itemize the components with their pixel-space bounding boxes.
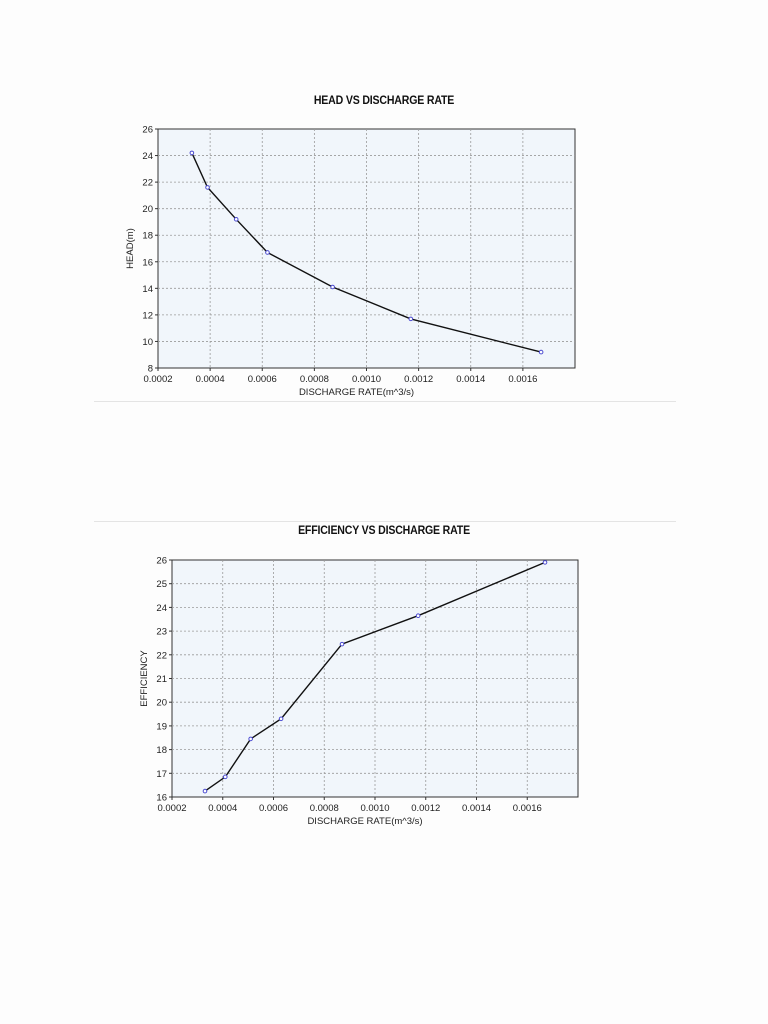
head-data-point bbox=[205, 185, 210, 190]
efficiency-x-axis-label: DISCHARGE RATE(m^3/s) bbox=[307, 816, 422, 827]
efficiency-x-tick-label: 0.0010 bbox=[360, 803, 389, 814]
efficiency-y-tick-label: 18 bbox=[156, 745, 167, 756]
efficiency-y-tick-label: 24 bbox=[156, 603, 167, 614]
efficiency-data-point bbox=[202, 788, 208, 794]
efficiency-y-tick-label: 17 bbox=[156, 769, 167, 780]
efficiency-data-point bbox=[248, 736, 253, 742]
efficiency-x-tick-label: 0.0002 bbox=[157, 803, 186, 814]
efficiency-chart: 0.0002 0.0004 0.0006 0.0008 0.0010 0.0012 0.00… bbox=[139, 556, 579, 827]
head-x-tick-label: 0.0002 bbox=[143, 374, 172, 385]
head-y-tick-label: 16 bbox=[142, 257, 153, 268]
head-data-point bbox=[408, 316, 414, 322]
head-plot-area bbox=[157, 128, 576, 369]
head-chart: 0.0002 0.0004 0.0006 0.0008 0.0010 0.0012 0.00… bbox=[125, 125, 576, 398]
efficiency-data-point bbox=[415, 613, 421, 618]
divider-top bbox=[94, 401, 676, 402]
head-y-tick-label: 24 bbox=[142, 151, 153, 162]
head-data-point bbox=[233, 216, 239, 222]
divider-bottom bbox=[94, 521, 676, 522]
efficiency-y-tick-label: 16 bbox=[156, 793, 167, 804]
head-x-tick-label: 0.0008 bbox=[300, 374, 329, 385]
efficiency-y-tick-label: 20 bbox=[156, 698, 167, 709]
efficiency-y-tick-label: 19 bbox=[156, 721, 167, 732]
head-y-tick-label: 26 bbox=[142, 125, 153, 136]
head-y-tick-label: 14 bbox=[142, 284, 153, 295]
head-x-tick-label: 0.0010 bbox=[352, 374, 381, 385]
head-data-point bbox=[265, 250, 270, 255]
efficiency-x-tick-label: 0.0016 bbox=[513, 803, 542, 814]
efficiency-chart-title: EFFICIENCY VS DISCHARGE RATE bbox=[298, 523, 470, 537]
head-x-tick-label: 0.0004 bbox=[196, 374, 225, 385]
head-y-tick-label: 20 bbox=[142, 204, 153, 215]
efficiency-data-point bbox=[222, 774, 228, 780]
head-x-tick-label: 0.0016 bbox=[508, 374, 537, 385]
head-x-tick-label: 0.0006 bbox=[248, 374, 277, 385]
head-y-tick-label: 12 bbox=[142, 310, 153, 321]
efficiency-y-tick-label: 25 bbox=[156, 579, 167, 590]
head-x-axis-label: DISCHARGE RATE(m^3/s) bbox=[299, 387, 414, 398]
efficiency-x-tick-label: 0.0008 bbox=[310, 803, 339, 814]
efficiency-x-tick-label: 0.0014 bbox=[462, 803, 491, 814]
head-y-tick-label: 22 bbox=[142, 178, 153, 189]
head-data-point bbox=[330, 284, 335, 290]
efficiency-data-point bbox=[542, 560, 548, 565]
efficiency-y-tick-label: 23 bbox=[156, 627, 167, 638]
efficiency-x-tick-label: 0.0004 bbox=[208, 803, 237, 814]
head-y-axis-label: HEAD(m) bbox=[125, 228, 136, 269]
head-y-tick-label: 18 bbox=[142, 231, 153, 242]
head-x-tick-label: 0.0012 bbox=[404, 374, 433, 385]
efficiency-x-tick-label: 0.0012 bbox=[411, 803, 440, 814]
efficiency-x-tick-label: 0.0006 bbox=[259, 803, 288, 814]
head-x-tick-label: 0.0014 bbox=[456, 374, 485, 385]
efficiency-y-tick-label: 22 bbox=[156, 650, 167, 661]
head-y-tick-label: 8 bbox=[148, 364, 153, 375]
head-chart-title: HEAD VS DISCHARGE RATE bbox=[313, 93, 455, 107]
head-data-point bbox=[538, 349, 544, 355]
efficiency-data-point bbox=[339, 641, 345, 647]
head-data-point bbox=[189, 150, 195, 156]
efficiency-y-tick-label: 21 bbox=[156, 674, 167, 685]
efficiency-y-tick-label: 26 bbox=[156, 556, 167, 567]
head-y-tick-label: 10 bbox=[142, 337, 153, 348]
efficiency-y-axis-label: EFFICIENCY bbox=[139, 650, 150, 707]
efficiency-data-point bbox=[278, 716, 284, 722]
